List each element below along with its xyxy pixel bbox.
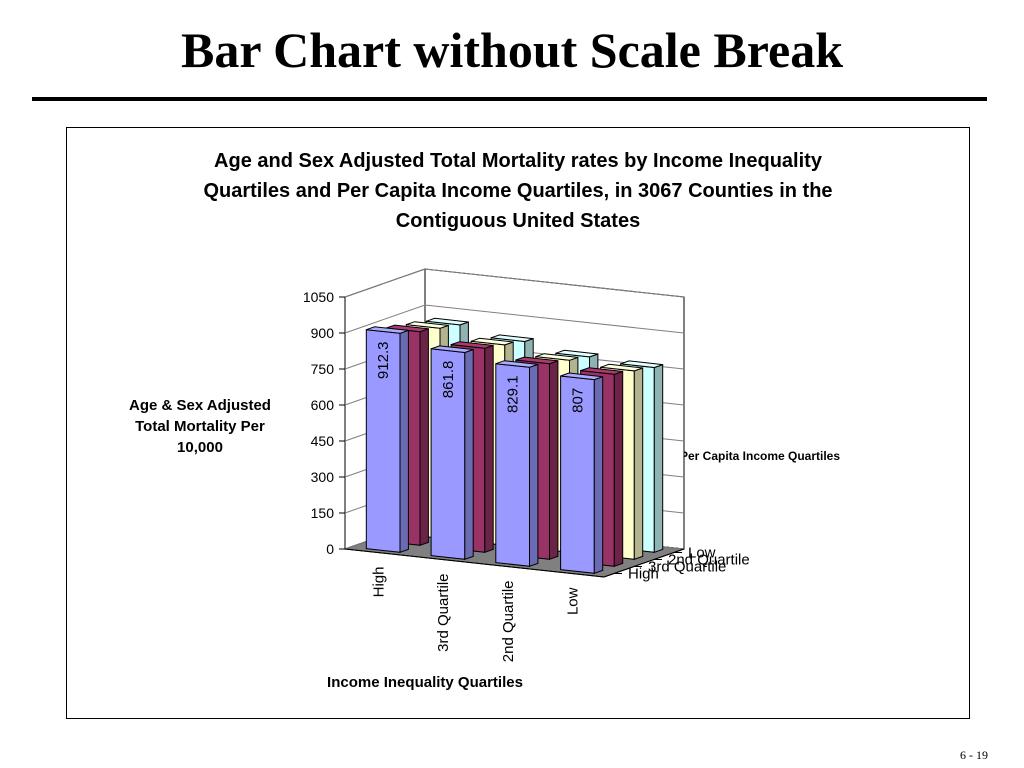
bar-top [560,372,603,381]
gridline [344,268,685,298]
slide-title: Bar Chart without Scale Break [180,22,844,78]
y-tick-label: 600 [311,397,335,413]
y-tick-label: 1050 [303,289,334,305]
bar-top [406,321,449,329]
bar-top [515,356,559,365]
depth-tick-label: High [628,566,659,583]
gridline [344,304,685,334]
bar-top [470,337,514,346]
x-tick-label: 2nd Quartile [500,581,517,663]
bar-side [399,329,409,554]
bar-side [529,363,539,568]
depth-tick-label: 3rd Quartile [648,559,726,576]
chart-title-line-2: Quartiles and Per Capita Income Quartile… [203,180,833,202]
y-axis-label: Age & Sex Adjusted Total Mortality Per 1… [112,395,288,458]
y-axis-label-line-2: Total Mortality Per [135,418,265,435]
x-tick-label: High [370,567,387,598]
bar-side [653,363,664,554]
depth-axis-label: Per Capita Income Quartiles [679,449,841,463]
bar-top [490,334,534,343]
y-tick-label: 450 [311,433,335,449]
bar-side [613,370,624,568]
y-axis-label-line-1: Age & Sex Adjusted [129,397,271,414]
y-tick-label: 750 [311,361,335,377]
bar-side [464,348,474,561]
title-rule [32,97,987,101]
bar-top [555,349,599,358]
bar-side [484,344,494,554]
bar-side [633,367,644,561]
bar-top [426,317,469,326]
bar-side [593,375,604,575]
page-number: 6 - 19 [960,748,988,762]
bar-top [495,360,539,368]
bar-top [450,341,494,349]
bar-top [600,363,643,372]
data-label: 861.8 [440,361,457,399]
depth-axis-line [603,548,685,578]
bar-top [430,345,474,354]
y-tick-label: 900 [311,325,335,341]
data-label: 807 [569,388,586,413]
x-tick-label: 3rd Quartile [435,574,452,652]
bar-side [419,328,429,547]
chart-title-line-1: Age and Sex Adjusted Total Mortality rat… [214,150,822,172]
y-tick-label: 150 [311,505,335,521]
y-tick-label: 0 [326,541,334,557]
chart-title-line-3: Contiguous United States [395,210,641,232]
bar-top [620,360,663,369]
y-tick-label: 300 [311,469,335,485]
bar-top [580,367,623,375]
bar-top [535,353,579,361]
bar-side [549,360,559,561]
x-tick-label: Low [565,587,582,615]
bar-top [366,326,409,334]
x-axis-label: Income Inequality Quartiles [327,674,523,691]
y-axis-label-line-3: 10,000 [177,439,223,456]
chart-title: Age and Sex Adjusted Total Mortality rat… [68,146,968,236]
depth-tick-label: 2nd Quartile [668,552,750,569]
data-label: 829.1 [505,375,522,413]
x-axis-line [344,548,605,578]
depth-tick-label: Low [688,545,716,562]
data-label: 912.3 [375,342,392,380]
